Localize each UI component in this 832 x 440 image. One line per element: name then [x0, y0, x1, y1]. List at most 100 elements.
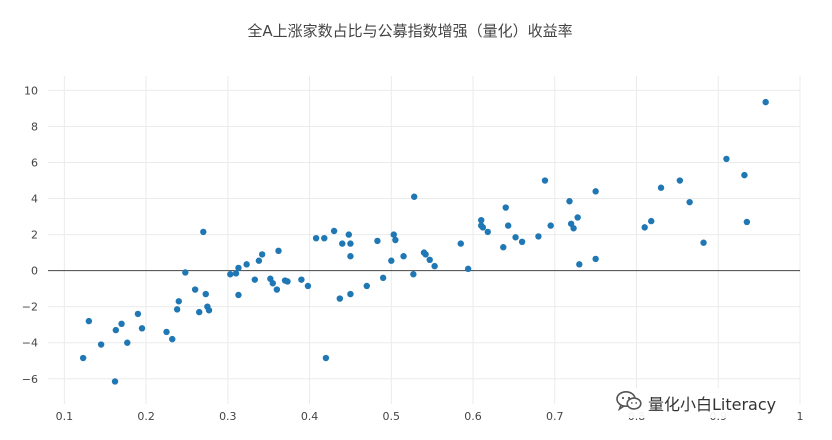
data-point	[390, 231, 397, 238]
data-point	[457, 240, 464, 247]
data-point	[410, 193, 418, 200]
data-point	[85, 317, 93, 325]
data-point	[79, 354, 87, 362]
data-point	[686, 198, 693, 206]
data-point	[118, 320, 125, 328]
data-point	[576, 261, 583, 268]
x-tick-label: 0.5	[383, 410, 401, 423]
x-tick-label: 0.4	[301, 410, 319, 423]
y-axis-ticks: −6 −4 −2 0 2 4 6 8 10	[22, 84, 38, 385]
data-point	[410, 271, 417, 278]
data-point	[191, 286, 199, 293]
data-point	[363, 282, 370, 290]
data-point	[255, 257, 263, 264]
data-point	[321, 234, 328, 242]
data-point	[134, 310, 142, 318]
data-point	[422, 251, 429, 258]
data-point	[648, 217, 655, 225]
data-point	[547, 222, 554, 229]
data-point	[298, 276, 305, 283]
data-point	[196, 308, 203, 316]
data-point	[641, 224, 648, 231]
data-point	[111, 378, 119, 385]
watermark-text: 量化小白Literacy	[648, 395, 777, 414]
data-point	[700, 239, 707, 246]
watermark: 量化小白Literacy	[612, 388, 781, 418]
data-point	[235, 291, 242, 299]
data-point	[502, 204, 509, 211]
y-tick-label: 10	[24, 84, 38, 97]
grid-lines	[48, 76, 801, 404]
data-point	[330, 227, 338, 235]
data-point	[336, 295, 344, 302]
data-point	[138, 325, 146, 332]
data-point	[227, 271, 234, 278]
x-tick-label: 0.3	[219, 410, 237, 423]
data-point	[479, 224, 487, 231]
data-point	[570, 225, 577, 232]
data-point	[200, 228, 207, 236]
data-point	[112, 326, 120, 334]
data-point	[347, 240, 354, 247]
x-tick-label: 0.1	[56, 410, 74, 423]
data-point	[304, 282, 312, 290]
data-point	[163, 328, 170, 336]
y-tick-label: 6	[31, 157, 38, 170]
data-point	[175, 298, 182, 305]
data-point	[723, 155, 730, 163]
data-point	[762, 98, 769, 106]
y-tick-label: 2	[31, 229, 38, 242]
data-point	[339, 240, 346, 247]
y-tick-label: −4	[22, 337, 38, 350]
data-point	[284, 278, 291, 285]
data-point	[541, 177, 549, 184]
data-point	[205, 307, 213, 314]
data-point	[504, 222, 512, 229]
data-point	[431, 262, 438, 270]
y-tick-label: −6	[22, 373, 38, 386]
x-tick-label: 0.6	[464, 410, 482, 423]
data-point	[322, 354, 330, 362]
data-point	[464, 265, 472, 273]
data-point	[478, 216, 485, 224]
x-tick-label: 0.2	[137, 410, 155, 423]
x-tick-label: 1	[797, 410, 804, 423]
data-point	[574, 214, 581, 221]
data-point	[124, 339, 131, 346]
data-point	[243, 261, 250, 268]
data-point	[535, 233, 542, 240]
y-tick-label: −2	[22, 301, 38, 314]
data-point	[347, 253, 354, 260]
data-point	[374, 237, 381, 245]
data-point	[512, 234, 519, 241]
data-point	[345, 231, 352, 238]
data-point	[269, 280, 276, 287]
data-point	[518, 238, 526, 246]
y-tick-label: 8	[31, 120, 38, 133]
data-point	[741, 171, 748, 179]
data-point	[426, 256, 433, 264]
x-tick-label: 0.7	[546, 410, 564, 423]
data-points	[79, 98, 769, 385]
data-point	[169, 335, 176, 343]
data-point	[379, 274, 387, 282]
data-point	[273, 286, 281, 293]
data-point	[676, 177, 684, 184]
data-point	[566, 198, 573, 205]
data-point	[182, 269, 189, 276]
data-point	[312, 234, 320, 242]
data-point	[500, 244, 507, 251]
data-point	[592, 255, 599, 263]
wechat-icon	[616, 390, 642, 416]
chart-title: 全A上涨家数占比与公募指数增强（量化）收益率	[247, 22, 572, 40]
data-point	[275, 247, 282, 255]
y-tick-label: 0	[31, 265, 38, 278]
x-axis-ticks: 0.10.20.30.40.50.60.70.80.91	[56, 410, 804, 423]
data-point	[347, 290, 354, 298]
data-point	[592, 188, 599, 195]
data-point	[743, 218, 751, 226]
data-point	[97, 341, 105, 348]
y-tick-label: 4	[31, 193, 38, 206]
data-point	[202, 290, 209, 298]
